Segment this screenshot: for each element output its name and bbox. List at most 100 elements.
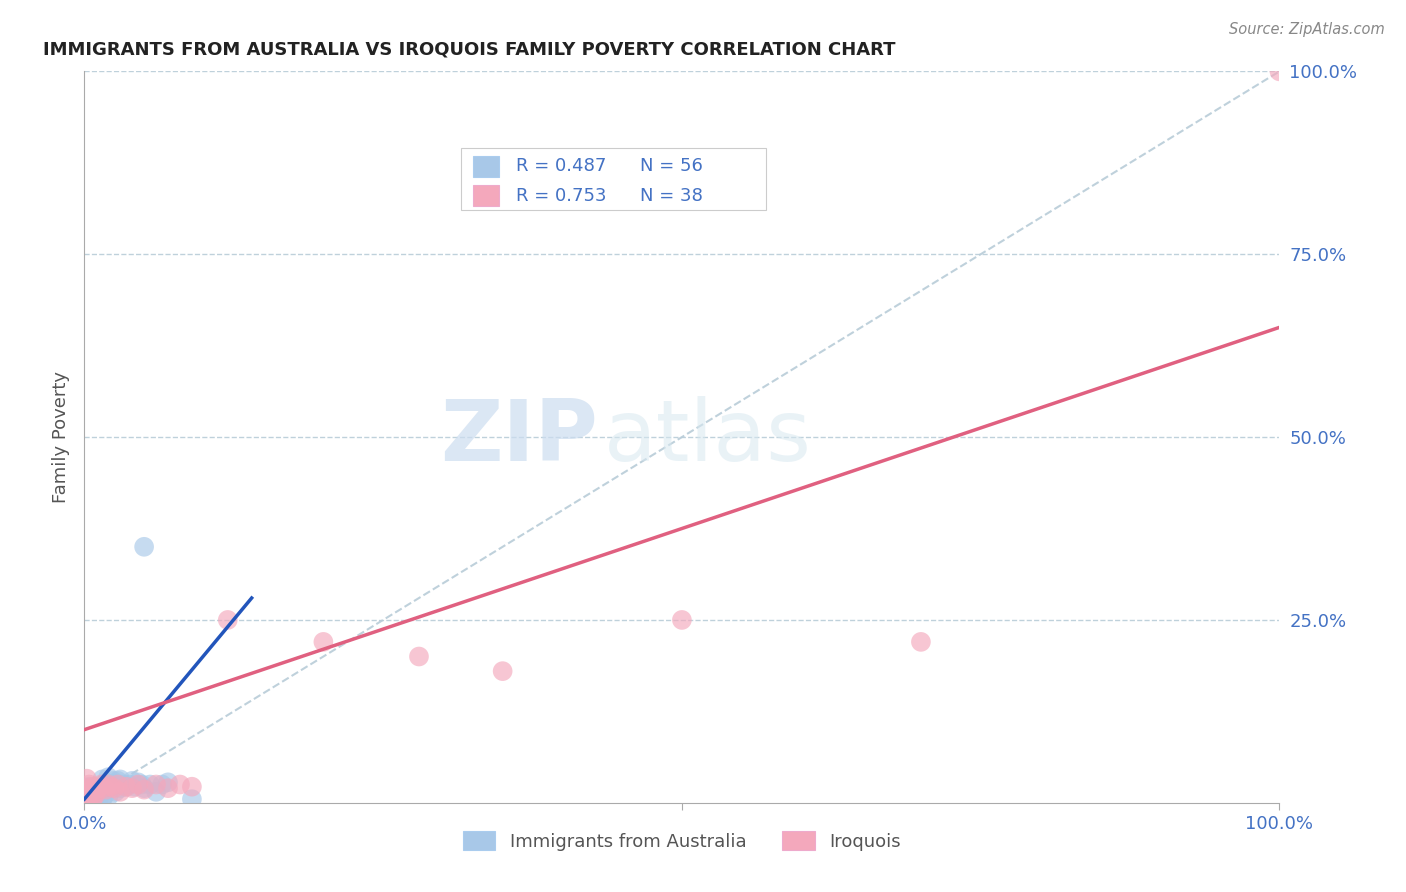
Point: [76, 792, 98, 806]
Point: [107, 773, 129, 788]
Point: [75, 794, 97, 808]
Point: [93, 781, 115, 796]
Text: Source: ZipAtlas.com: Source: ZipAtlas.com: [1229, 22, 1385, 37]
Point: [87, 792, 110, 806]
Text: R = 0.753: R = 0.753: [516, 186, 606, 204]
Point: [75, 792, 97, 806]
Point: [110, 785, 132, 799]
Point: [77, 789, 100, 804]
Point: [145, 778, 167, 792]
Point: [77, 789, 100, 803]
Point: [84, 789, 107, 803]
Point: [115, 780, 138, 794]
Point: [86, 785, 108, 799]
Point: [83, 780, 105, 794]
Point: [110, 772, 132, 787]
Point: [79, 787, 101, 801]
Point: [86, 785, 108, 799]
Point: [157, 781, 180, 796]
Point: [139, 778, 162, 792]
Point: [671, 613, 693, 627]
Point: [90, 782, 112, 797]
Point: [75, 792, 97, 806]
Point: [910, 635, 932, 649]
Point: [79, 782, 101, 797]
Point: [86, 792, 108, 806]
Point: [181, 792, 204, 806]
Text: R = 0.487: R = 0.487: [516, 158, 606, 176]
Point: [127, 775, 149, 789]
Point: [80, 782, 103, 797]
Point: [77, 778, 100, 792]
Point: [157, 775, 180, 789]
Point: [132, 781, 156, 796]
Point: [169, 778, 191, 792]
Text: ZIP: ZIP: [440, 395, 599, 479]
Text: N = 38: N = 38: [640, 186, 703, 204]
Point: [80, 792, 103, 806]
Point: [110, 781, 132, 796]
Point: [79, 792, 101, 806]
Point: [84, 789, 107, 803]
Text: atlas: atlas: [605, 395, 813, 479]
Point: [127, 778, 149, 792]
Legend: Immigrants from Australia, Iroquois: Immigrants from Australia, Iroquois: [454, 822, 910, 860]
Point: [76, 772, 98, 786]
Point: [79, 789, 101, 804]
Point: [82, 789, 104, 804]
Point: [181, 780, 204, 794]
Point: [94, 781, 117, 796]
Point: [77, 780, 100, 794]
Point: [150, 778, 173, 792]
Point: [93, 778, 115, 792]
Y-axis label: Family Poverty: Family Poverty: [52, 371, 70, 503]
Point: [104, 785, 127, 799]
Point: [76, 789, 98, 803]
Point: [91, 792, 114, 806]
Text: IMMIGRANTS FROM AUSTRALIA VS IROQUOIS FAMILY POVERTY CORRELATION CHART: IMMIGRANTS FROM AUSTRALIA VS IROQUOIS FA…: [42, 41, 896, 59]
Point: [111, 778, 134, 792]
Point: [132, 782, 156, 797]
Point: [77, 781, 100, 796]
Point: [145, 785, 167, 799]
Point: [77, 792, 100, 806]
Point: [83, 792, 105, 806]
Point: [77, 785, 100, 799]
Point: [93, 789, 115, 803]
FancyBboxPatch shape: [472, 186, 499, 206]
Point: [97, 778, 120, 792]
Point: [97, 770, 120, 784]
Point: [80, 785, 103, 799]
Point: [124, 780, 146, 794]
Point: [77, 792, 100, 806]
FancyBboxPatch shape: [461, 148, 766, 211]
Point: [492, 664, 515, 678]
Point: [82, 792, 104, 806]
Point: [97, 789, 120, 804]
Point: [89, 787, 111, 801]
Point: [77, 792, 100, 806]
Point: [76, 789, 98, 803]
Point: [76, 785, 98, 799]
Point: [103, 781, 125, 796]
Point: [107, 778, 129, 792]
Point: [132, 540, 156, 554]
Point: [83, 782, 105, 797]
Point: [121, 781, 143, 796]
Point: [94, 782, 117, 797]
Point: [115, 780, 138, 794]
Point: [100, 778, 122, 792]
Point: [101, 773, 124, 788]
Point: [82, 781, 104, 796]
Point: [90, 778, 112, 792]
Point: [87, 781, 110, 796]
Point: [118, 778, 141, 792]
Point: [100, 780, 122, 794]
Text: N = 56: N = 56: [640, 158, 703, 176]
Point: [103, 778, 125, 792]
Point: [77, 787, 100, 801]
Point: [76, 781, 98, 796]
Point: [312, 635, 335, 649]
Point: [86, 789, 108, 804]
FancyBboxPatch shape: [472, 156, 499, 177]
